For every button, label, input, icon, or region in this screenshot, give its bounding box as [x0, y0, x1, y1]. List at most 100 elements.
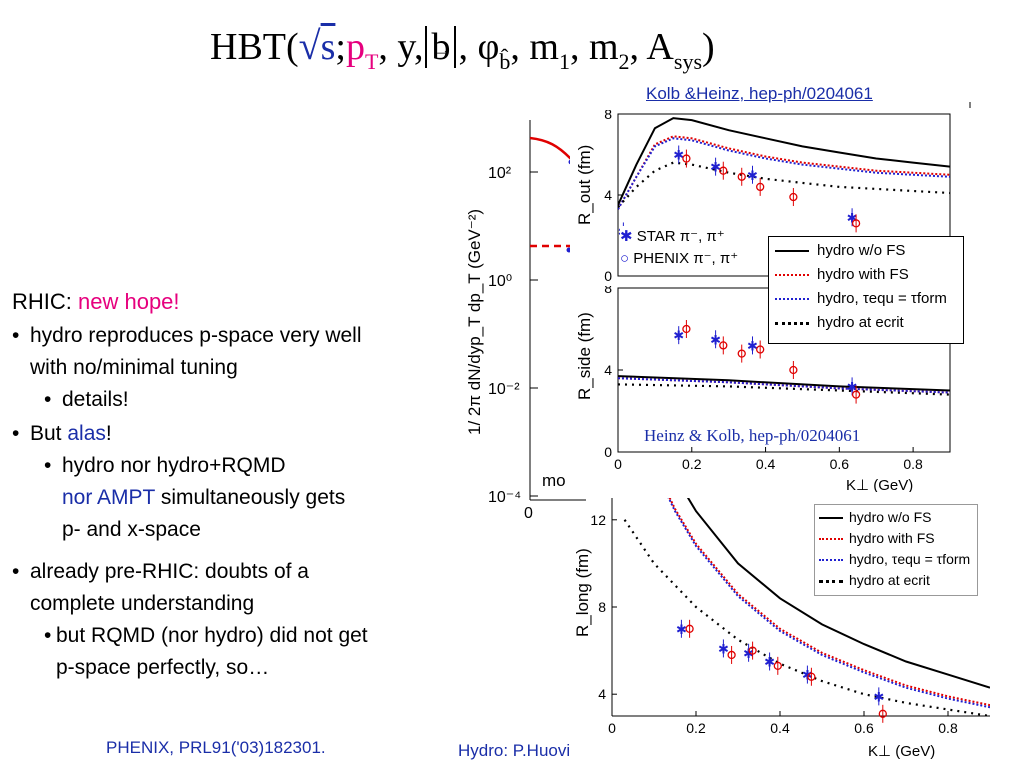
y-axis-label: R_long (fm) — [573, 548, 592, 637]
bullet-3-sub-line1: but RQMD (nor hydro) did not get — [56, 624, 368, 647]
legend-crit: hydro at ecrit — [775, 311, 957, 335]
y-tick-label: 4 — [604, 362, 612, 378]
bullet-2-sub-highlight: nor AMPT — [62, 486, 155, 509]
legend-wo-fs-label: hydro w/o FS — [849, 509, 932, 525]
bullet-1-line2: with no/minimal tuning — [30, 356, 238, 379]
solid-line-icon — [819, 517, 843, 520]
bullet-1-text: hydro reproduces p-space very well with n… — [30, 320, 362, 384]
legend-crit-label: hydro at ecrit — [817, 314, 904, 331]
x-axis-label: K⊥ (GeV) — [846, 477, 913, 492]
series-line-2 — [668, 498, 990, 707]
spectra-partial-label: mo — [542, 471, 566, 490]
spectra-axes — [529, 120, 586, 501]
star-marker-icon: ✱ — [620, 228, 637, 245]
title-bhat: b̂ — [499, 49, 511, 74]
phenix-data-point — [878, 709, 887, 718]
legend-with-fs: hydro with FS — [819, 528, 973, 549]
star-data-point: ✱ — [673, 148, 684, 163]
rout-chart: 0 4 8 ✱ ✱ ✱ ✱ ✱ R_out (fm) — [575, 110, 951, 282]
x-tick-label: 0 — [614, 456, 622, 472]
star-data-point: ✱ — [743, 646, 754, 661]
series-line-3 — [618, 377, 950, 394]
x-tick-label: 0.4 — [770, 720, 790, 736]
bullet-dot: • — [44, 388, 52, 411]
title-s: s — [320, 26, 336, 68]
series-line-4 — [618, 161, 950, 208]
phenix-data-point — [682, 154, 691, 163]
heading-prefix: RHIC: — [12, 289, 78, 314]
bullet-3-line2: complete understanding — [30, 592, 255, 615]
legend-tau: hydro, τequ = τform — [775, 287, 957, 311]
spectra-ytick-4: 10⁻⁴ — [488, 489, 521, 506]
y-tick-label: 0 — [604, 268, 612, 282]
bullet-2-sub-text: hydro nor hydro+RQMD nor AMPT simultaneou… — [62, 450, 345, 546]
rside-chart: 0 4 8 0 0.2 0.4 0.6 0.8 ✱ ✱ ✱ ✱ R_side (fm) K⊥ (GeV) — [575, 286, 951, 492]
blue-dotted-line-icon — [819, 559, 843, 562]
bullet-3-text: already pre-RHIC: doubts of a complete un… — [30, 556, 309, 620]
title-close: ) — [702, 26, 715, 68]
citation-kolb-heinz: Kolb &Heinz, hep-ph/0204061 — [646, 84, 873, 103]
phenix-data-point — [789, 365, 798, 375]
spectra-ytick-1: 10² — [488, 165, 512, 182]
title-p-sub: T — [364, 49, 379, 74]
phenix-data-point — [685, 624, 694, 633]
bullet-2-highlight: alas — [67, 422, 106, 445]
phenix-data-point — [748, 646, 757, 655]
phenix-data-point — [682, 324, 691, 334]
model-legend-lower: hydro w/o FS hydro with FS hydro, τequ =… — [814, 504, 978, 596]
legend-star: ✱ STAR π⁻, π⁺ — [620, 226, 738, 248]
bullet-dot: • — [44, 454, 52, 477]
bullet-3: • already pre-RHIC: doubts of a complete … — [12, 556, 452, 620]
y-tick-label: 8 — [604, 286, 612, 296]
title-m1-sub: 1 — [558, 49, 570, 74]
bullet-dot: • — [44, 624, 52, 647]
bullet-3-sub: • but RQMD (nor hydro) did not get p-spac… — [12, 620, 452, 684]
bullet-1-sub: • details! — [12, 384, 452, 416]
title-m2-sub: 2 — [618, 49, 630, 74]
model-legend-upper: hydro w/o FS hydro with FS hydro, τequ =… — [768, 236, 964, 344]
series-group — [618, 117, 950, 210]
legend-wo-fs: hydro w/o FS — [775, 239, 957, 263]
y-axis-label: R_side (fm) — [575, 312, 594, 400]
black-dotted-line-icon — [819, 579, 843, 583]
x-tick-label: 0.2 — [686, 720, 706, 736]
y-tick-label: 8 — [598, 599, 606, 615]
title-b-vector: → b — [425, 26, 457, 68]
legend-wo-fs-label: hydro w/o FS — [817, 242, 906, 259]
citation-hydro: Hydro: P.Huovi — [458, 741, 571, 760]
series-line-2 — [618, 135, 950, 210]
slide-title: HBT(√s;pT, y, → b, φb̂, m1, m2, Asys) — [210, 16, 715, 92]
rlong-chart: 4 8 12 0 0.2 0.4 0.6 0.8 ✱ ✱ ✱ ✱ ✱ ✱ R_long (fm) K⊥ (Ge… — [573, 498, 990, 760]
legend-tau-label: hydro, τequ = τform — [817, 290, 947, 307]
x-tick-label: 0 — [608, 720, 616, 736]
y-tick-label: 0 — [604, 444, 612, 460]
phenix-data-point — [737, 349, 746, 358]
vector-arrow: → — [433, 40, 452, 60]
star-data-point: ✱ — [847, 379, 858, 394]
legend-crit-label: hydro at ecrit — [849, 572, 930, 588]
title-a-sub: sys — [673, 49, 703, 74]
legend-phenix-label: PHENIX π⁻, π⁺ — [633, 250, 739, 267]
x-tick-label: 0.2 — [682, 456, 702, 472]
spectra-ylabel: 1/ 2π dN/dyp_T dp_T (GeV⁻²) — [465, 209, 484, 435]
data-legend: ✱ STAR π⁻, π⁺ ○ PHENIX π⁻, π⁺ — [620, 226, 739, 270]
phenix-data-point — [737, 172, 746, 181]
star-data-point: ✱ — [764, 655, 775, 670]
legend-wo-fs: hydro w/o FS — [819, 507, 973, 528]
phenix-data-point — [727, 650, 736, 660]
series-line-1 — [618, 375, 950, 392]
red-dotted-line-icon — [819, 538, 843, 541]
y-tick-label: 4 — [604, 187, 612, 203]
blue-dotted-line-icon — [775, 298, 809, 301]
phenix-data-point — [756, 345, 765, 354]
bullet-2-text: But alas! — [30, 418, 112, 450]
title-m2: , m — [569, 26, 619, 68]
y-tick-label: 4 — [598, 686, 606, 702]
bullet-1-sub-text: details! — [62, 388, 129, 411]
star-data-point: ✱ — [710, 332, 721, 347]
circle-marker-icon: ○ — [620, 250, 634, 267]
rhic-heading: RHIC: new hope! — [12, 286, 452, 318]
legend-crit: hydro at ecrit — [819, 570, 973, 591]
citation-phenix: PHENIX, PRL91('03)182301. — [106, 738, 326, 757]
star-data-point: ✱ — [747, 168, 758, 183]
